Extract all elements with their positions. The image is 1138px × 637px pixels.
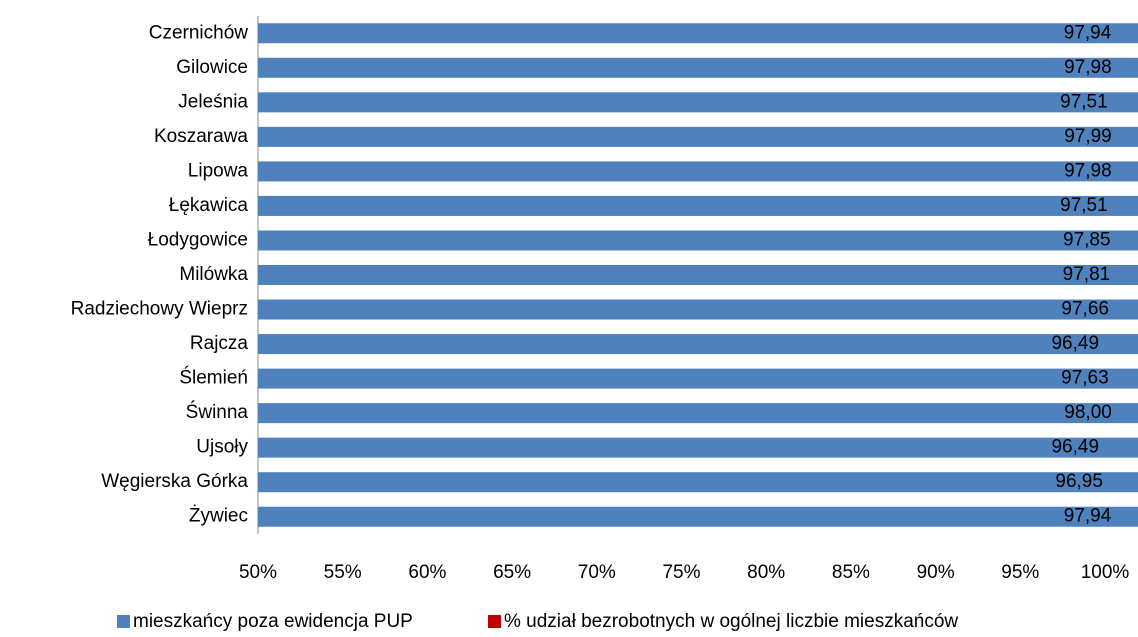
- y-tick-label: Rajcza: [190, 333, 249, 354]
- data-label: 97,51: [1060, 91, 1108, 112]
- bar-segment: [258, 368, 1138, 389]
- y-tick-label: Świnna: [186, 401, 249, 423]
- legend-label: mieszkańcy poza ewidencja PUP: [133, 611, 413, 632]
- bar-segment: [258, 23, 1138, 44]
- y-tick-label: Czernichów: [149, 22, 249, 43]
- y-tick-label: Gilowice: [176, 57, 248, 78]
- bar-segment: [258, 92, 1138, 113]
- y-tick-label: Radziechowy Wieprz: [71, 299, 248, 320]
- data-label: 97,98: [1064, 57, 1112, 78]
- y-tick-label: Węgierska Górka: [101, 471, 248, 492]
- x-tick-label: 50%: [239, 562, 277, 583]
- data-label: 97,98: [1064, 160, 1112, 181]
- data-label: 98,00: [1064, 402, 1112, 423]
- y-tick-label: Łękawica: [169, 195, 249, 216]
- legend-swatch: [488, 615, 501, 628]
- data-label: 96,49: [1051, 437, 1099, 458]
- bar-segment: [258, 230, 1138, 251]
- data-label: 96,95: [1055, 471, 1103, 492]
- data-label: 97,81: [1063, 264, 1111, 285]
- bar-segment: [258, 472, 1138, 493]
- data-label: 97,85: [1063, 229, 1111, 250]
- data-label: 97,51: [1060, 195, 1108, 216]
- legend-swatch: [117, 615, 130, 628]
- bar-segment: [258, 126, 1138, 147]
- x-tick-label: 90%: [917, 562, 955, 583]
- data-label: 97,99: [1064, 126, 1112, 147]
- bar-segment: [258, 334, 1138, 355]
- x-tick-label: 60%: [408, 562, 446, 583]
- data-label: 96,49: [1051, 333, 1099, 354]
- x-tick-label: 85%: [832, 562, 870, 583]
- x-tick-label: 55%: [324, 562, 362, 583]
- x-tick-label: 70%: [578, 562, 616, 583]
- x-tick-label: 75%: [662, 562, 700, 583]
- bar-segment: [258, 161, 1138, 182]
- bar-segment: [258, 403, 1138, 424]
- y-tick-label: Ślemień: [179, 367, 248, 389]
- x-tick-label: 100%: [1081, 562, 1130, 583]
- bar-segment: [258, 265, 1138, 285]
- data-label: 97,94: [1064, 506, 1112, 527]
- y-tick-label: Lipowa: [188, 160, 249, 181]
- bar-segment: [258, 195, 1138, 216]
- y-tick-label: Ujsoły: [196, 437, 248, 458]
- bar-segment: [258, 299, 1138, 320]
- y-tick-label: Milówka: [179, 264, 248, 285]
- bar-segment: [258, 437, 1138, 458]
- x-tick-label: 65%: [493, 562, 531, 583]
- x-tick-label: 80%: [747, 562, 785, 583]
- y-tick-label: Jeleśnia: [178, 91, 248, 112]
- y-tick-label: Łodygowice: [148, 229, 248, 250]
- y-tick-label: Koszarawa: [154, 126, 248, 147]
- x-tick-label: 95%: [1001, 562, 1039, 583]
- y-tick-label: Żywiec: [189, 506, 248, 527]
- data-label: 97,66: [1061, 299, 1109, 320]
- legend-label: % udział bezrobotnych w ogólnej liczbie …: [504, 611, 958, 632]
- data-label: 97,94: [1064, 22, 1112, 43]
- data-label: 97,63: [1061, 368, 1109, 389]
- bar-segment: [258, 506, 1138, 527]
- bar-segment: [258, 57, 1138, 78]
